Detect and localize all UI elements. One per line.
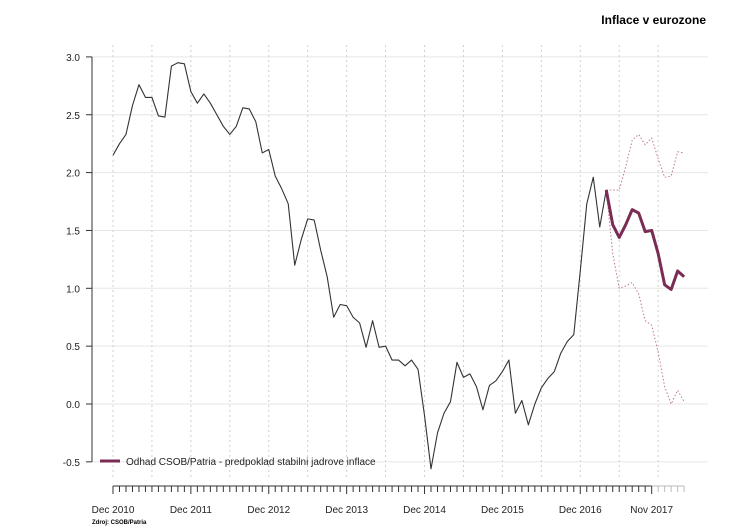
x-tick-label: Nov 2017	[630, 505, 673, 516]
y-tick-label: 1.5	[66, 226, 80, 237]
x-tick-label: Dec 2016	[559, 505, 602, 516]
legend-label: Odhad CSOB/Patria - predpoklad stabilni …	[126, 457, 376, 468]
chart-title: Inflace v eurozone	[601, 13, 706, 27]
y-tick-label: 3.0	[66, 53, 80, 64]
x-tick-label: Dec 2013	[325, 505, 368, 516]
x-tick-label: Dec 2012	[247, 505, 290, 516]
y-tick-label: 0.5	[66, 342, 80, 353]
lower-band-line	[605, 189, 685, 405]
x-tick-label: Dec 2015	[481, 505, 524, 516]
x-tick-label: Dec 2011	[170, 505, 213, 516]
forecast-line	[604, 189, 686, 291]
x-tick-label: Dec 2010	[92, 505, 135, 516]
y-tick-label: 1.0	[66, 284, 80, 295]
y-tick-label: 2.5	[66, 111, 80, 122]
source-note: Zdroj: CSOB/Patria	[92, 520, 147, 526]
upper-band-line	[606, 133, 685, 191]
y-tick-label: 2.0	[66, 169, 80, 180]
y-tick-label: -0.5	[63, 458, 81, 469]
actual-inflation-line	[112, 62, 607, 470]
x-tick-label: Dec 2014	[403, 505, 446, 516]
y-tick-label: 0.0	[66, 400, 80, 411]
